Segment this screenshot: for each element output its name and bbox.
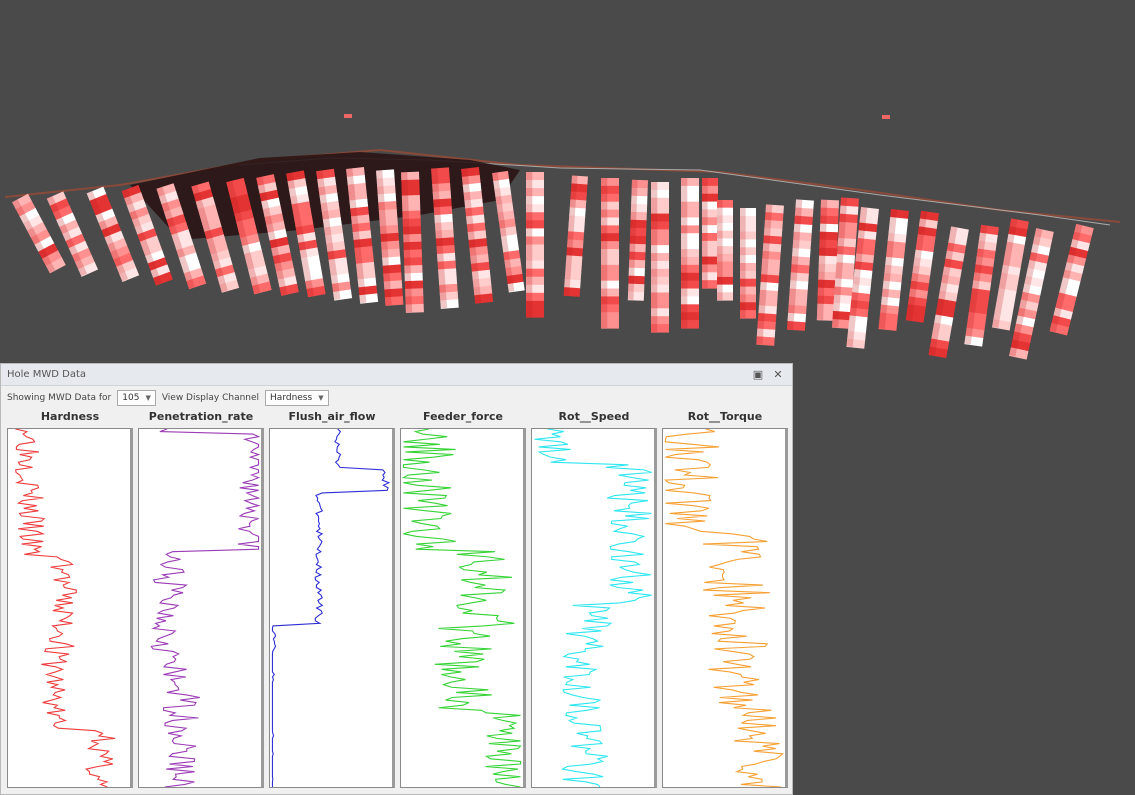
drill-hole — [1049, 223, 1094, 336]
pin-icon[interactable]: ▣ — [752, 368, 764, 381]
drill-hole — [702, 178, 718, 289]
track-title: Penetration_rate — [148, 410, 254, 423]
drill-hole — [156, 183, 207, 290]
drill-hole — [191, 181, 240, 293]
channel-select[interactable]: Hardness ▼ — [265, 390, 329, 406]
track-hardness: Hardness — [5, 410, 135, 792]
track-title: Hardness — [40, 410, 100, 423]
drill-hole — [401, 171, 424, 313]
track-feeder-force: Feeder_force — [398, 410, 528, 792]
drill-hole — [846, 207, 879, 349]
track-penetration-rate: Penetration_rate — [136, 410, 266, 792]
chevron-down-icon: ▼ — [318, 394, 324, 402]
track-title: Rot__Speed — [558, 410, 630, 423]
drill-hole — [786, 199, 814, 331]
channel-select-value: Hardness — [270, 393, 313, 403]
drill-hole — [928, 226, 969, 359]
log-curve — [665, 429, 782, 787]
track-plot[interactable] — [400, 428, 526, 788]
drill-hole — [740, 208, 756, 319]
panel-toolbar: Showing MWD Data for 105 ▼ View Display … — [1, 386, 792, 410]
drill-hole — [831, 197, 859, 329]
log-curve — [15, 429, 115, 787]
drill-hole — [226, 177, 272, 295]
track-plot[interactable] — [531, 428, 657, 788]
drill-hole — [1009, 228, 1054, 360]
drill-hole — [431, 167, 459, 309]
drill-hole — [286, 170, 326, 298]
mwd-tracks: Hardness Penetration_rate Flush_air_flow Fe… — [5, 410, 790, 792]
track-title: Flush_air_flow — [288, 410, 376, 423]
track-title: Rot__Torque — [687, 410, 763, 423]
drill-hole — [46, 191, 99, 277]
drill-hole — [563, 175, 588, 297]
panel-titlebar[interactable]: Hole MWD Data ▣ ✕ — [1, 364, 792, 386]
log-curve — [151, 429, 258, 787]
drill-hole — [816, 199, 839, 321]
log-curve — [534, 429, 651, 787]
close-icon[interactable]: ✕ — [773, 368, 783, 381]
track-plot[interactable] — [7, 428, 133, 788]
drill-hole — [376, 169, 404, 306]
track-rot-torque: Rot__Torque — [660, 410, 790, 792]
drill-hole — [627, 179, 648, 301]
hole-mwd-panel: Hole MWD Data ▣ ✕ Showing MWD Data for 1… — [0, 363, 793, 795]
channel-label: View Display Channel — [161, 393, 260, 403]
track-plot[interactable] — [138, 428, 264, 788]
hole-select[interactable]: 105 ▼ — [117, 390, 156, 406]
drill-hole — [964, 224, 999, 347]
drill-hole — [601, 178, 619, 329]
drill-hole — [256, 174, 299, 296]
log-curve — [403, 429, 520, 787]
drill-hole — [991, 218, 1029, 331]
drill-hole — [492, 170, 525, 293]
track-plot[interactable] — [662, 428, 788, 788]
showing-label: Showing MWD Data for — [7, 393, 112, 403]
drill-hole — [717, 200, 733, 301]
drill-hole — [461, 167, 494, 304]
drill-hole — [346, 167, 379, 304]
drill-hole — [121, 184, 173, 286]
drill-hole — [651, 182, 669, 333]
chevron-down-icon: ▼ — [145, 394, 151, 402]
track-flush-air-flow: Flush_air_flow — [267, 410, 397, 792]
drill-hole — [681, 178, 699, 329]
panel-title: Hole MWD Data — [7, 369, 87, 380]
drill-hole — [316, 168, 353, 301]
drill-hole — [526, 172, 544, 318]
drill-hole — [905, 210, 939, 323]
track-rot-speed: Rot__Speed — [529, 410, 659, 792]
log-curve — [272, 429, 388, 787]
track-title: Feeder_force — [423, 410, 503, 423]
drill-hole — [878, 209, 909, 331]
track-plot[interactable] — [269, 428, 395, 788]
hole-select-value: 105 — [122, 393, 140, 403]
drill-hole — [756, 204, 784, 346]
drill-hole — [86, 186, 140, 283]
drill-hole — [12, 193, 66, 274]
